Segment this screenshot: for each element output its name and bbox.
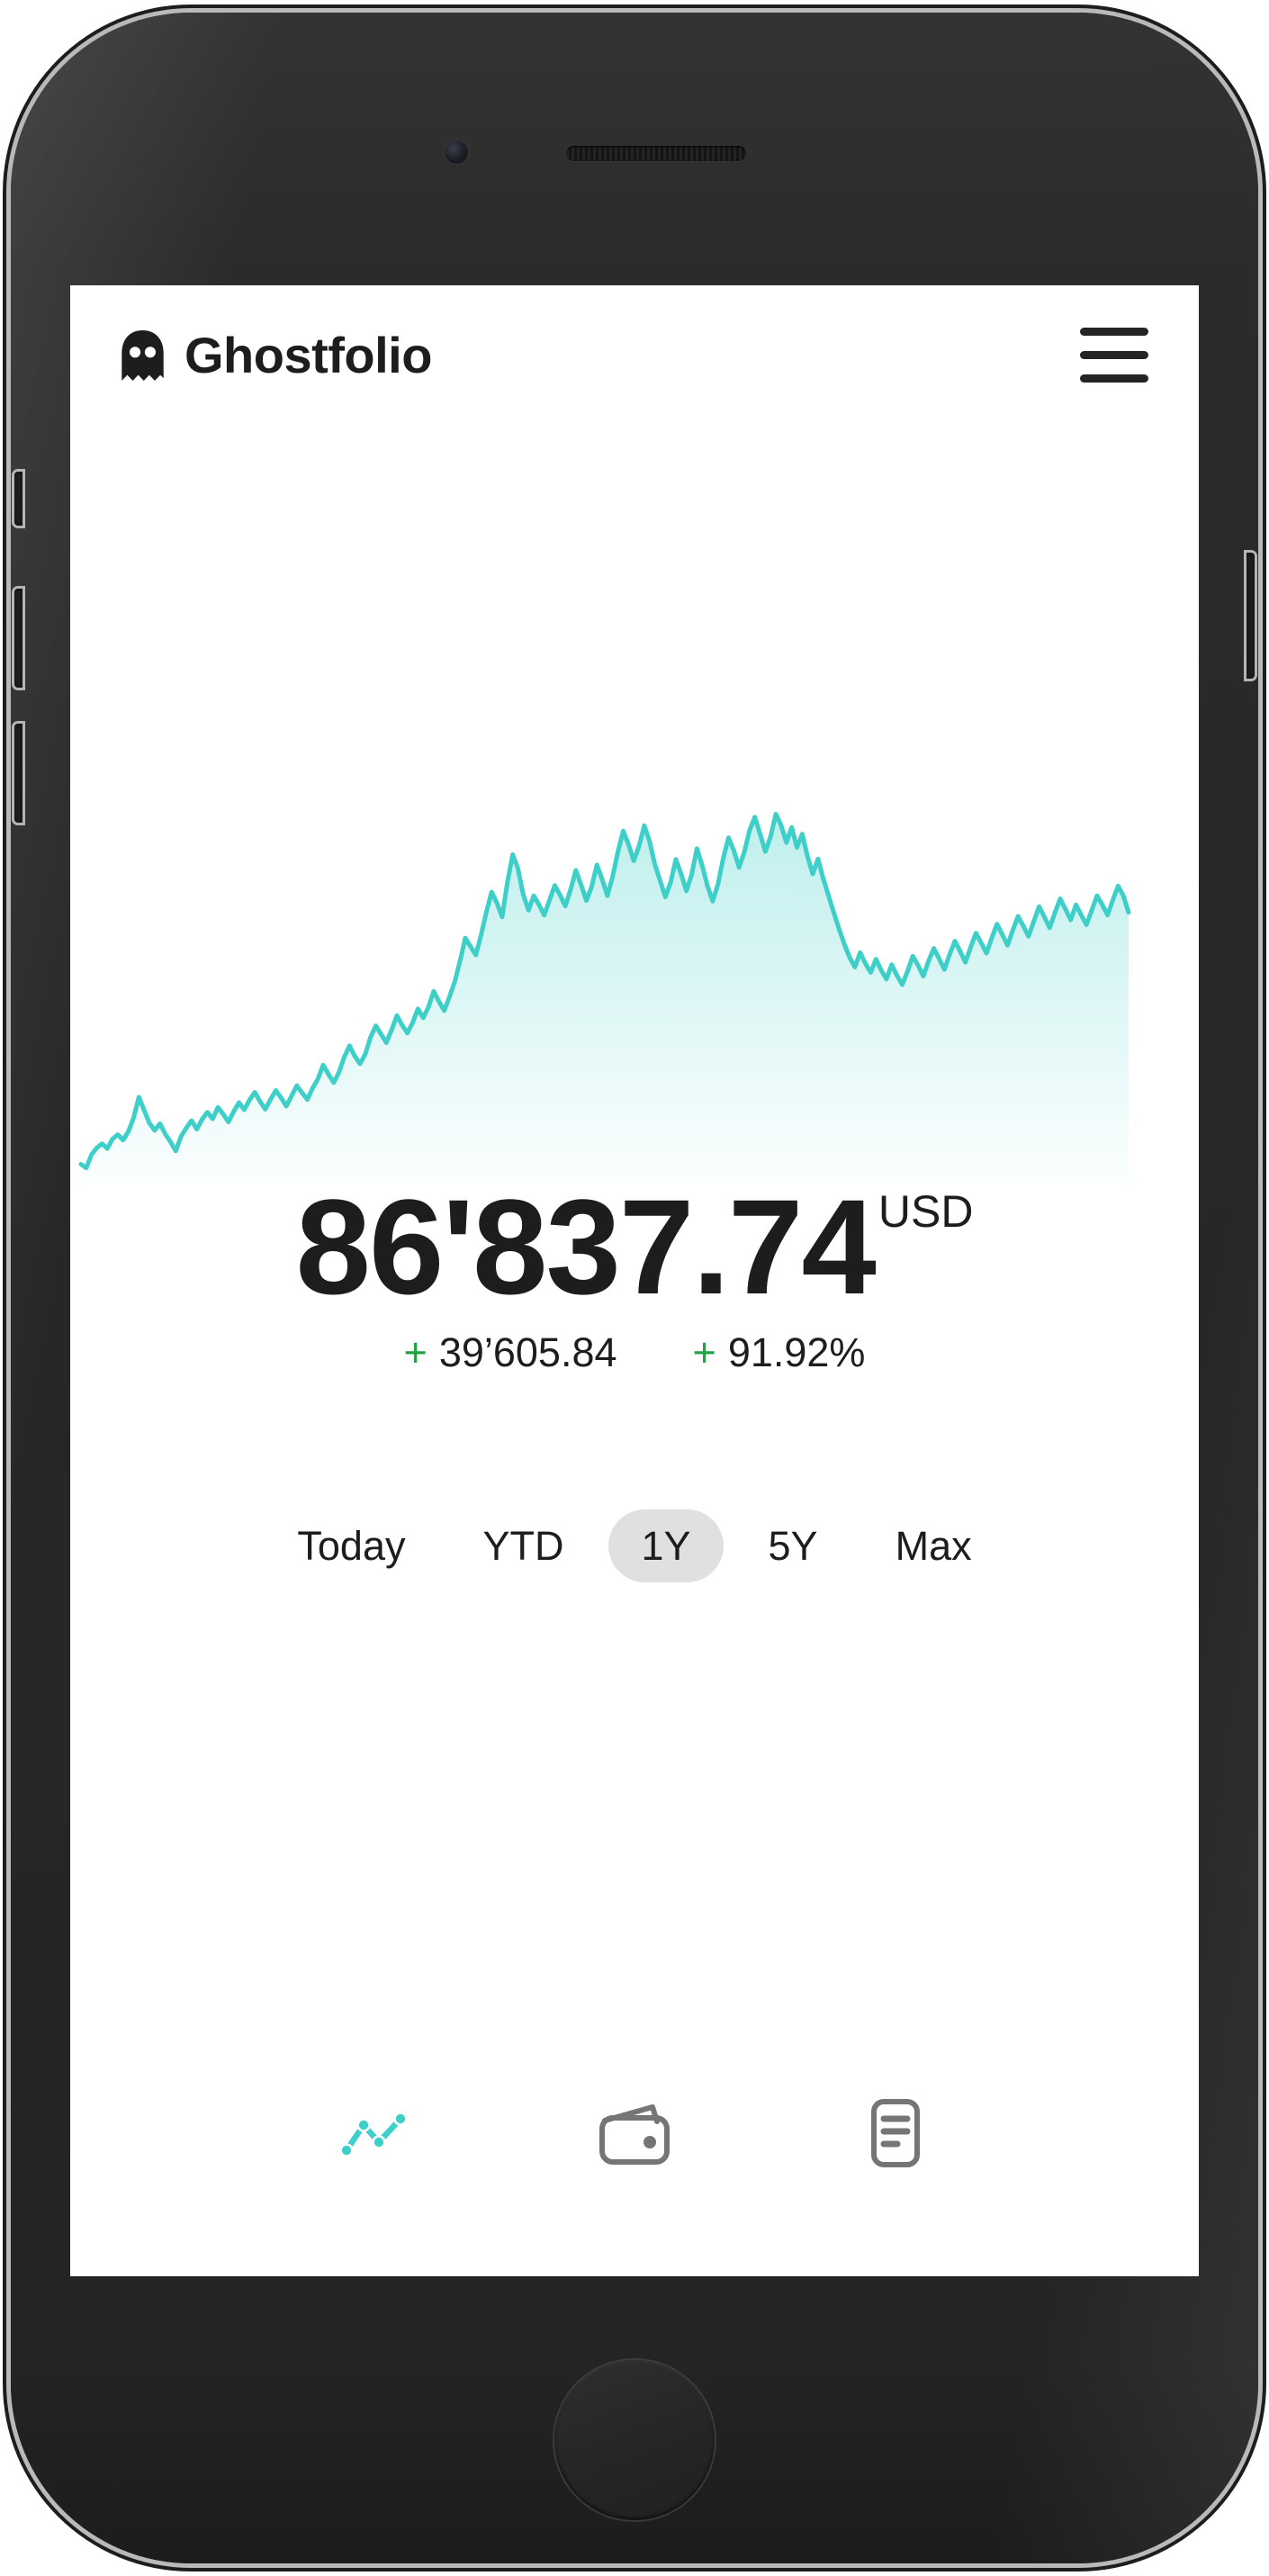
hamburger-bar-3	[1080, 374, 1148, 383]
chart-svg	[78, 811, 1131, 1184]
relative-change: + 91.92%	[693, 1329, 866, 1376]
range-button-5y[interactable]: 5Y	[736, 1509, 850, 1582]
bottom-navigation	[70, 2093, 1199, 2175]
silent-switch-button[interactable]	[14, 472, 22, 526]
phone-frame: Ghostfolio	[11, 13, 1258, 2563]
value-row: 86'837.74 USD	[296, 1176, 974, 1317]
document-icon	[871, 2099, 920, 2167]
phone-screen: Ghostfolio	[70, 285, 1199, 2276]
range-button-max[interactable]: Max	[863, 1509, 1004, 1582]
range-button-ytd[interactable]: YTD	[450, 1509, 596, 1582]
change-row: + 39’605.84 + 91.92%	[70, 1329, 1199, 1376]
line-chart-icon	[339, 2112, 408, 2157]
volume-down-button[interactable]	[14, 724, 22, 823]
chart-area-fill	[81, 814, 1129, 1184]
absolute-change-sign: +	[403, 1329, 428, 1375]
wallet-icon	[599, 2104, 670, 2165]
nav-item-portfolio[interactable]	[586, 2093, 683, 2175]
earpiece-speaker	[566, 146, 746, 161]
nav-item-accounts[interactable]	[847, 2093, 944, 2175]
portfolio-value-block: 86'837.74 USD + 39’605.84 + 91.92%	[70, 1176, 1199, 1376]
volume-up-button[interactable]	[14, 589, 22, 688]
front-camera-icon	[445, 140, 468, 164]
relative-change-value: 91.92%	[727, 1329, 866, 1375]
currency-label: USD	[878, 1186, 974, 1237]
range-button-1y[interactable]: 1Y	[608, 1509, 724, 1582]
nav-item-overview[interactable]	[325, 2093, 422, 2175]
power-button[interactable]	[1246, 553, 1255, 679]
app-header: Ghostfolio	[70, 285, 1199, 425]
absolute-change-value: 39’605.84	[438, 1329, 617, 1375]
relative-change-sign: +	[692, 1329, 716, 1375]
range-button-today[interactable]: Today	[265, 1509, 437, 1582]
brand[interactable]: Ghostfolio	[119, 329, 432, 382]
date-range-selector[interactable]: Today YTD 1Y 5Y Max	[70, 1509, 1199, 1582]
absolute-change: + 39’605.84	[404, 1329, 617, 1376]
hamburger-menu-icon[interactable]	[1076, 325, 1152, 386]
hamburger-bar-2	[1080, 351, 1148, 359]
portfolio-value: 86'837.74	[295, 1171, 877, 1322]
app-title: Ghostfolio	[184, 326, 432, 383]
chart-line	[78, 811, 1131, 1171]
hamburger-bar-1	[1080, 328, 1148, 336]
ghost-icon	[122, 329, 164, 381]
portfolio-performance-chart[interactable]	[70, 789, 1199, 1185]
home-button[interactable]	[554, 2360, 715, 2520]
